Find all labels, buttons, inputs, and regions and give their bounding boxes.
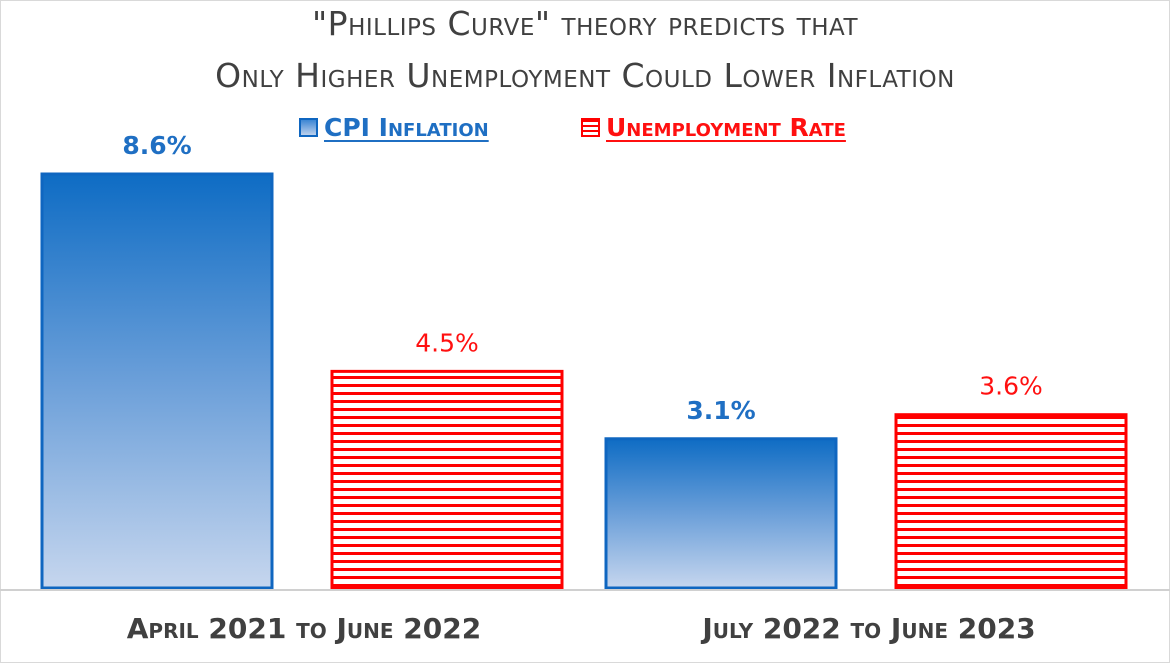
data-label-cpi-inflation-1: 3.1%	[686, 396, 755, 425]
legend-label-cpi-inflation: CPI Inflation	[324, 112, 489, 142]
bar-cpi-inflation-0	[40, 172, 274, 590]
legend-item-unemployment-rate: Unemployment Rate	[581, 110, 846, 144]
bar-unemployment-rate-1	[894, 413, 1128, 590]
bar-unemployment-rate-0	[330, 369, 564, 590]
chart-title-line-1: "Phillips Curve" theory predicts that	[311, 4, 858, 43]
x-category-label: April 2021 to June 2022	[126, 612, 482, 645]
legend-item-cpi-inflation: CPI Inflation	[299, 110, 489, 144]
legend-swatch-cpi-inflation	[299, 117, 318, 137]
x-category-label: July 2022 to June 2023	[702, 612, 1036, 645]
data-label-unemployment-rate-0: 4.5%	[415, 328, 479, 357]
data-label-cpi-inflation-0: 8.6%	[122, 131, 191, 160]
bar-cpi-inflation-1	[604, 437, 838, 590]
data-label-unemployment-rate-1: 3.6%	[979, 372, 1043, 401]
legend-swatch-unemployment-rate	[581, 117, 600, 137]
chart-title-line-2: Only Higher Unemployment Could Lower Inf…	[215, 56, 955, 95]
legend-label-unemployment-rate: Unemployment Rate	[606, 112, 846, 142]
